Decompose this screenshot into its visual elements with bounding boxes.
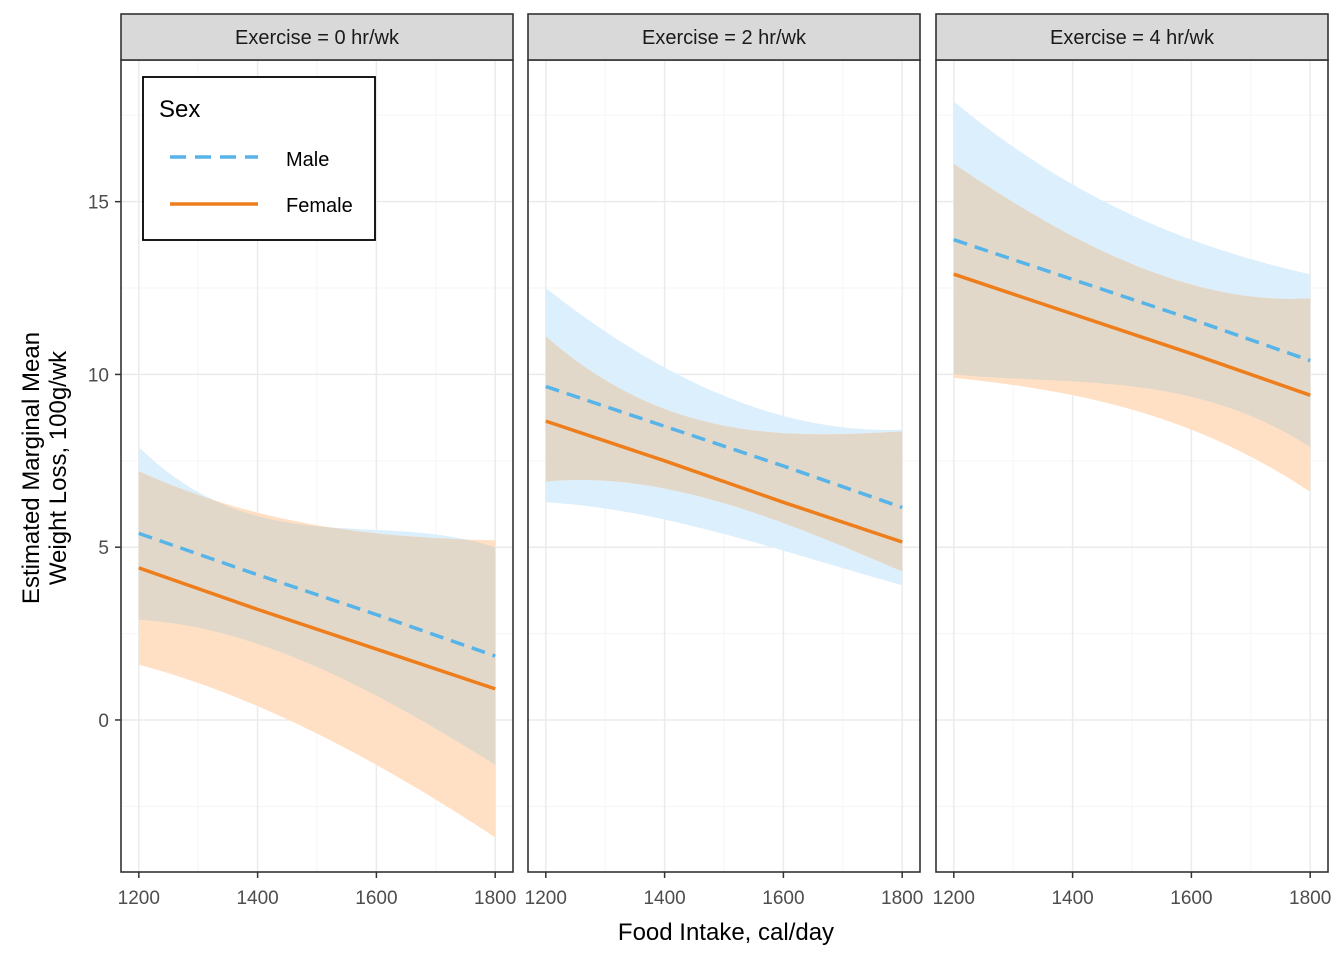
axes-layer: 1200 1400 1600 1800 0 5 10 15 1200 1400 1600 1800 12…: [88, 193, 1331, 909]
x-tick-label: 1200: [525, 888, 567, 909]
facet-strip-label: Exercise = 0 hr/wk: [235, 27, 400, 49]
facet-strip: [120, 13, 514, 61]
ribbon-overlap: [953, 163, 1311, 447]
y-axis-title-line-2: Weight Loss, 100g/wk: [45, 350, 72, 585]
y-tick-label: 0: [98, 711, 109, 732]
x-tick-label: 1200: [933, 888, 975, 909]
series-line-female: [953, 272, 1311, 397]
x-axis-title: Food Intake, cal/day: [618, 919, 834, 946]
series-line-male: [138, 531, 496, 658]
x-tick-label: 1800: [474, 888, 516, 909]
ribbon-overlap: [138, 471, 496, 765]
legend: Sex Male Female: [142, 76, 376, 241]
legend-label-male: Male: [286, 149, 329, 171]
panels-layer: Exercise = 0 hr/wk Exercise = 2 hr/wk Exer…: [120, 13, 1329, 873]
facet-strip: [935, 13, 1329, 61]
series-line-male: [953, 238, 1311, 363]
y-tick-label: 10: [88, 365, 109, 386]
series-line-male: [545, 384, 903, 510]
legend-title: Sex: [159, 96, 200, 123]
x-tick-label: 1600: [762, 888, 804, 909]
facet-strip-label: Exercise = 2 hr/wk: [642, 27, 807, 49]
x-tick-label: 1800: [1289, 888, 1331, 909]
y-tick-label: 15: [88, 193, 109, 214]
x-tick-label: 1800: [881, 888, 923, 909]
x-tick-label: 1400: [643, 888, 685, 909]
series-line-female: [138, 566, 496, 691]
facet-strip: [527, 13, 921, 61]
panel-3: Exercise = 4 hr/wk: [935, 13, 1329, 873]
x-tick-label: 1200: [118, 888, 160, 909]
facet-strip-label: Exercise = 4 hr/wk: [1050, 27, 1215, 49]
panel-2: Exercise = 2 hr/wk: [527, 13, 921, 873]
y-axis-title-line-1: Estimated Marginal Mean: [18, 332, 45, 604]
legend-label-female: Female: [286, 195, 353, 217]
x-tick-label: 1400: [236, 888, 278, 909]
x-tick-label: 1600: [355, 888, 397, 909]
series-line-female: [545, 419, 903, 544]
x-tick-label: 1400: [1051, 888, 1093, 909]
y-tick-label: 5: [98, 538, 109, 559]
x-tick-label: 1600: [1170, 888, 1212, 909]
